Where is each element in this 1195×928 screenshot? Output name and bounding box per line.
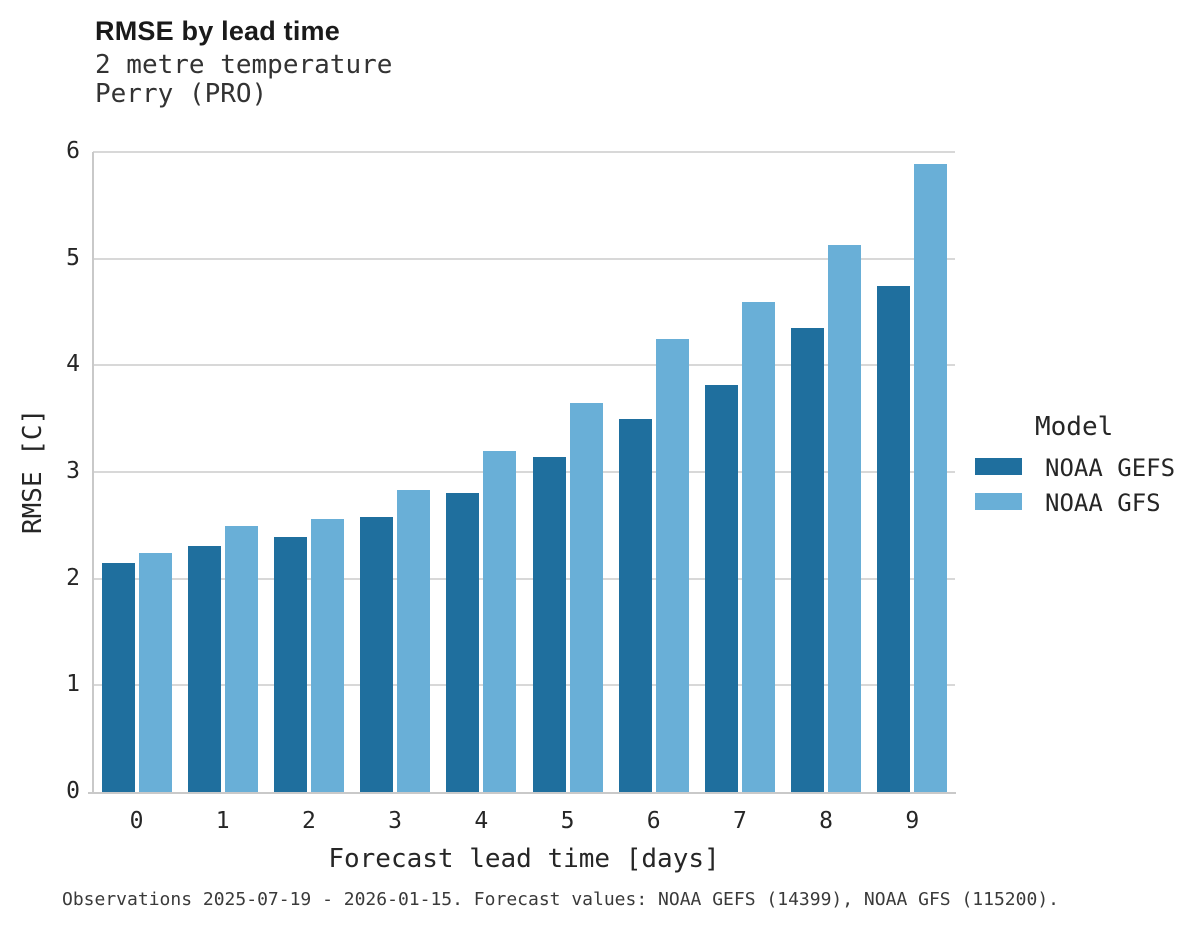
legend-swatch-gefs	[975, 458, 1022, 475]
bar-noaa-gefs-day7	[704, 384, 738, 792]
bar-noaa-gefs-day6	[618, 418, 652, 792]
bar-noaa-gfs-day1	[224, 526, 258, 792]
footer-note: Observations 2025-07-19 - 2026-01-15. Fo…	[62, 889, 1059, 910]
bar-noaa-gfs-day4	[483, 450, 517, 792]
bar-noaa-gfs-day5	[569, 402, 603, 792]
legend-entry-noaa-gfs: NOAA GFS	[970, 489, 1190, 524]
legend-label: NOAA GEFS	[1045, 454, 1176, 482]
y-gridline-6	[93, 151, 955, 153]
bar-noaa-gefs-day3	[360, 516, 394, 792]
y-tick-label-4: 4	[66, 351, 80, 378]
y-gridline-3	[93, 471, 955, 473]
bar-noaa-gfs-day9	[914, 163, 948, 792]
y-tick-label-0: 0	[66, 778, 80, 804]
x-tick-label-6: 6	[646, 808, 661, 834]
bar-noaa-gefs-day5	[532, 457, 566, 792]
chart-subtitle-line2: Perry (PRO)	[95, 79, 268, 109]
legend-label: NOAA GFS	[1045, 489, 1161, 517]
bar-noaa-gefs-day9	[877, 286, 911, 792]
x-tick-label-4: 4	[474, 808, 489, 834]
y-gridline-4	[93, 364, 955, 367]
x-tick-label-8: 8	[819, 808, 834, 834]
bar-noaa-gefs-day2	[273, 537, 307, 792]
legend-title: Model	[1035, 412, 1114, 442]
bar-noaa-gfs-day8	[828, 244, 862, 792]
x-tick-label-1: 1	[215, 808, 230, 834]
y-gridline-1	[93, 684, 955, 687]
y-gridline-2	[93, 577, 955, 580]
x-axis-line	[88, 792, 956, 794]
bar-noaa-gefs-day1	[187, 545, 221, 792]
x-tick-label-2: 2	[301, 808, 316, 834]
x-tick-label-3: 3	[388, 808, 403, 834]
x-tick-label-7: 7	[732, 808, 747, 834]
legend-entries: NOAA GEFS NOAA GFS	[970, 454, 1190, 524]
bar-noaa-gfs-day3	[397, 490, 431, 792]
y-tick-label-6: 6	[66, 138, 80, 164]
y-axis-title: RMSE [C]	[18, 408, 48, 534]
y-tick-label-5: 5	[66, 244, 80, 271]
chart-subtitle: 2 metre temperature Perry (PRO)	[95, 51, 392, 109]
x-tick-label-9: 9	[905, 808, 920, 834]
bar-noaa-gefs-day4	[446, 493, 480, 792]
y-tick-label-1: 1	[66, 671, 80, 698]
bar-noaa-gefs-day0	[101, 562, 135, 792]
bar-noaa-gfs-day7	[741, 302, 775, 792]
legend-entry-noaa-gefs: NOAA GEFS	[970, 454, 1190, 489]
legend-swatch-gfs	[975, 493, 1022, 510]
y-tick-label-2: 2	[66, 564, 80, 591]
y-gridline-5	[93, 257, 955, 260]
y-tick-label-3: 3	[66, 458, 80, 484]
chart-subtitle-line1: 2 metre temperature	[95, 50, 393, 80]
bar-noaa-gfs-day2	[310, 518, 344, 792]
chart-title: RMSE by lead time	[95, 16, 340, 46]
x-axis-title: Forecast lead time [days]	[328, 844, 720, 874]
x-tick-label-5: 5	[560, 808, 575, 834]
bar-noaa-gfs-day0	[138, 553, 172, 792]
y-axis-line	[92, 152, 94, 794]
x-tick-label-0: 0	[129, 808, 144, 834]
bar-noaa-gfs-day6	[655, 338, 689, 792]
legend: Model NOAA GEFS NOAA GFS	[970, 412, 1190, 524]
bar-noaa-gefs-day8	[791, 328, 825, 792]
